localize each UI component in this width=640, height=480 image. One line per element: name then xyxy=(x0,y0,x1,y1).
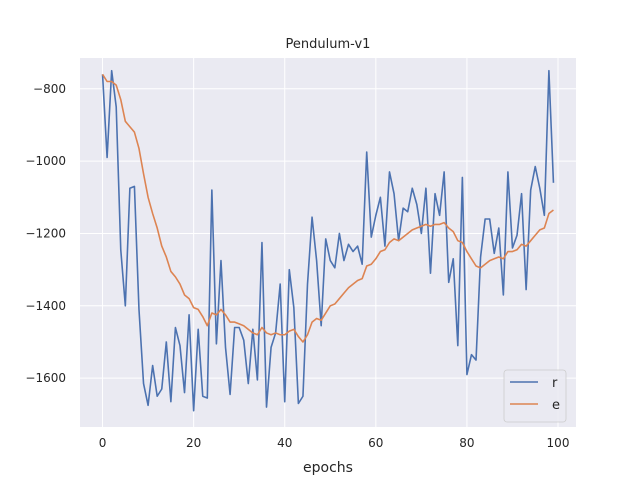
y-tick-label: −1000 xyxy=(25,154,66,168)
y-tick-label: −800 xyxy=(33,82,66,96)
y-tick-label: −1400 xyxy=(25,299,66,313)
x-tick-label: 80 xyxy=(459,436,474,450)
legend-box xyxy=(503,369,567,423)
series-line-e xyxy=(101,73,554,343)
x-tick-label: 20 xyxy=(186,436,201,450)
legend-label-r: r xyxy=(552,376,558,391)
chart-title: Pendulum-v1 xyxy=(286,37,371,52)
x-tick-label: 100 xyxy=(547,436,570,450)
series-line-r xyxy=(101,69,555,412)
plot-area xyxy=(80,58,576,427)
y-tick-label: −1200 xyxy=(25,226,66,240)
x-tick-label: 0 xyxy=(99,436,107,450)
x-tick-label: 40 xyxy=(277,436,292,450)
x-tick-label: 60 xyxy=(368,436,383,450)
legend-label-e: e xyxy=(552,398,560,413)
x-tick-labels: 0 20 40 60 80 100 xyxy=(99,436,570,450)
y-tick-labels: −1600 −1400 −1200 −1000 −800 xyxy=(25,82,66,385)
grid-lines xyxy=(80,58,576,427)
y-tick-label: −1600 xyxy=(25,371,66,385)
series-lines xyxy=(101,69,555,412)
legend: r e xyxy=(503,369,567,423)
x-axis-label: epochs xyxy=(303,460,353,476)
